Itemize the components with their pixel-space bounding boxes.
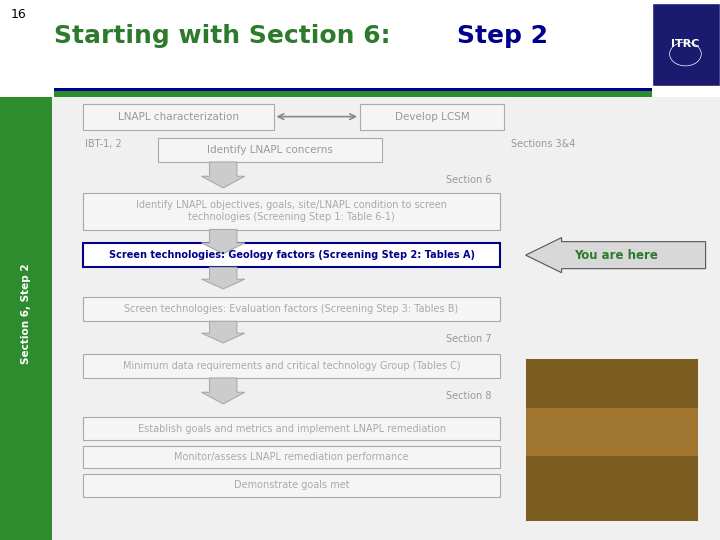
FancyBboxPatch shape [83,446,500,468]
FancyBboxPatch shape [83,474,500,497]
FancyBboxPatch shape [83,417,500,440]
FancyBboxPatch shape [83,104,274,130]
Text: Establish goals and metrics and implement LNAPL remediation: Establish goals and metrics and implemen… [138,424,446,434]
Text: Section 6, Step 2: Section 6, Step 2 [21,263,31,363]
Text: LNAPL characterization: LNAPL characterization [117,112,239,122]
Text: Section 8: Section 8 [446,391,492,401]
Bar [0,97,52,540]
Text: Sections 3&4: Sections 3&4 [511,139,575,148]
Text: Minimum data requirements and critical technology Group (Tables C): Minimum data requirements and critical t… [123,361,460,371]
Text: 16: 16 [11,8,27,21]
Text: Section 6: Section 6 [446,176,492,185]
Text: Identify LNAPL concerns: Identify LNAPL concerns [207,145,333,155]
Bar [54,88,652,92]
Polygon shape [526,238,706,273]
Polygon shape [202,162,245,188]
Text: Demonstrate goals met: Demonstrate goals met [234,481,349,490]
Polygon shape [202,321,245,343]
Text: Identify LNAPL objectives, goals, site/LNAPL condition to screen
technologies (S: Identify LNAPL objectives, goals, site/L… [136,200,447,222]
FancyBboxPatch shape [83,354,500,378]
FancyBboxPatch shape [360,104,504,130]
FancyBboxPatch shape [158,138,382,162]
Polygon shape [202,378,245,404]
Text: Starting with Section 6:: Starting with Section 6: [54,24,400,48]
Text: You are here: You are here [574,248,657,262]
Text: Monitor/assess LNAPL remediation performance: Monitor/assess LNAPL remediation perform… [174,452,409,462]
Text: Screen technologies: Geology factors (Screening Step 2: Tables A): Screen technologies: Geology factors (Sc… [109,250,474,260]
Bar [54,91,652,97]
Bar [0,0,720,97]
Polygon shape [202,230,245,254]
Text: Section 7: Section 7 [446,334,492,344]
FancyBboxPatch shape [83,243,500,267]
FancyBboxPatch shape [83,193,500,230]
Text: IBT-1, 2: IBT-1, 2 [85,139,122,148]
FancyBboxPatch shape [83,297,500,321]
Text: Develop LCSM: Develop LCSM [395,112,469,122]
Text: Step 2: Step 2 [457,24,548,48]
Bar [526,359,698,521]
Polygon shape [202,267,245,289]
Bar [652,3,720,86]
Text: Screen technologies: Evaluation factors (Screening Step 3: Tables B): Screen technologies: Evaluation factors … [125,304,459,314]
Text: ITRC: ITRC [671,39,700,49]
Bar [526,408,698,456]
